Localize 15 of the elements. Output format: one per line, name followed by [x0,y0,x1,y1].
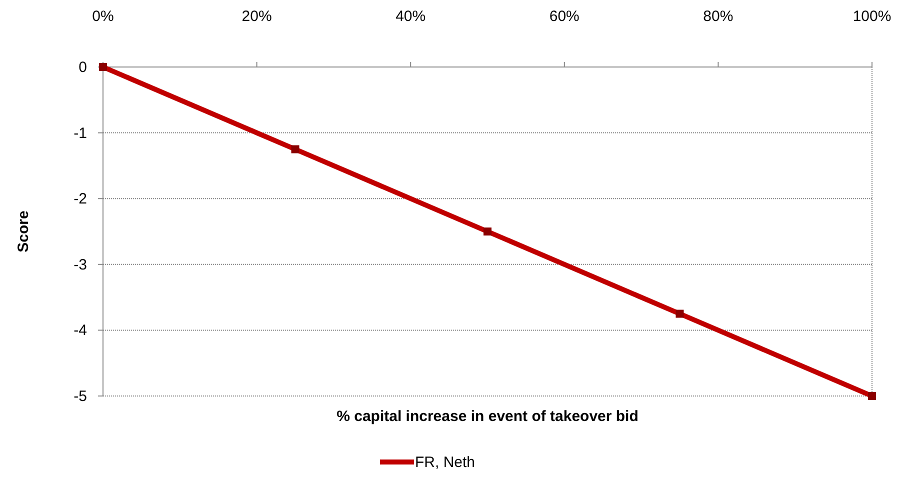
legend-label: FR, Neth [415,454,476,471]
y-axis-title: Score [15,210,32,252]
x-axis-title: % capital increase in event of takeover bid [336,408,638,425]
y-tick-label: -4 [74,322,87,340]
x-tick-label: 20% [242,8,272,25]
y-tick-label: -3 [74,256,87,274]
x-tick-label: 0% [92,8,114,25]
x-tick-label: 40% [396,8,426,25]
y-tick-label: 0 [78,59,87,76]
x-tick-label: 80% [703,8,734,25]
y-tick-label: -5 [74,388,87,405]
y-tick-label: -1 [74,124,87,142]
x-tick-label: 60% [549,8,580,25]
x-tick-label: 100% [852,8,892,25]
y-tick-label: -2 [74,190,87,208]
